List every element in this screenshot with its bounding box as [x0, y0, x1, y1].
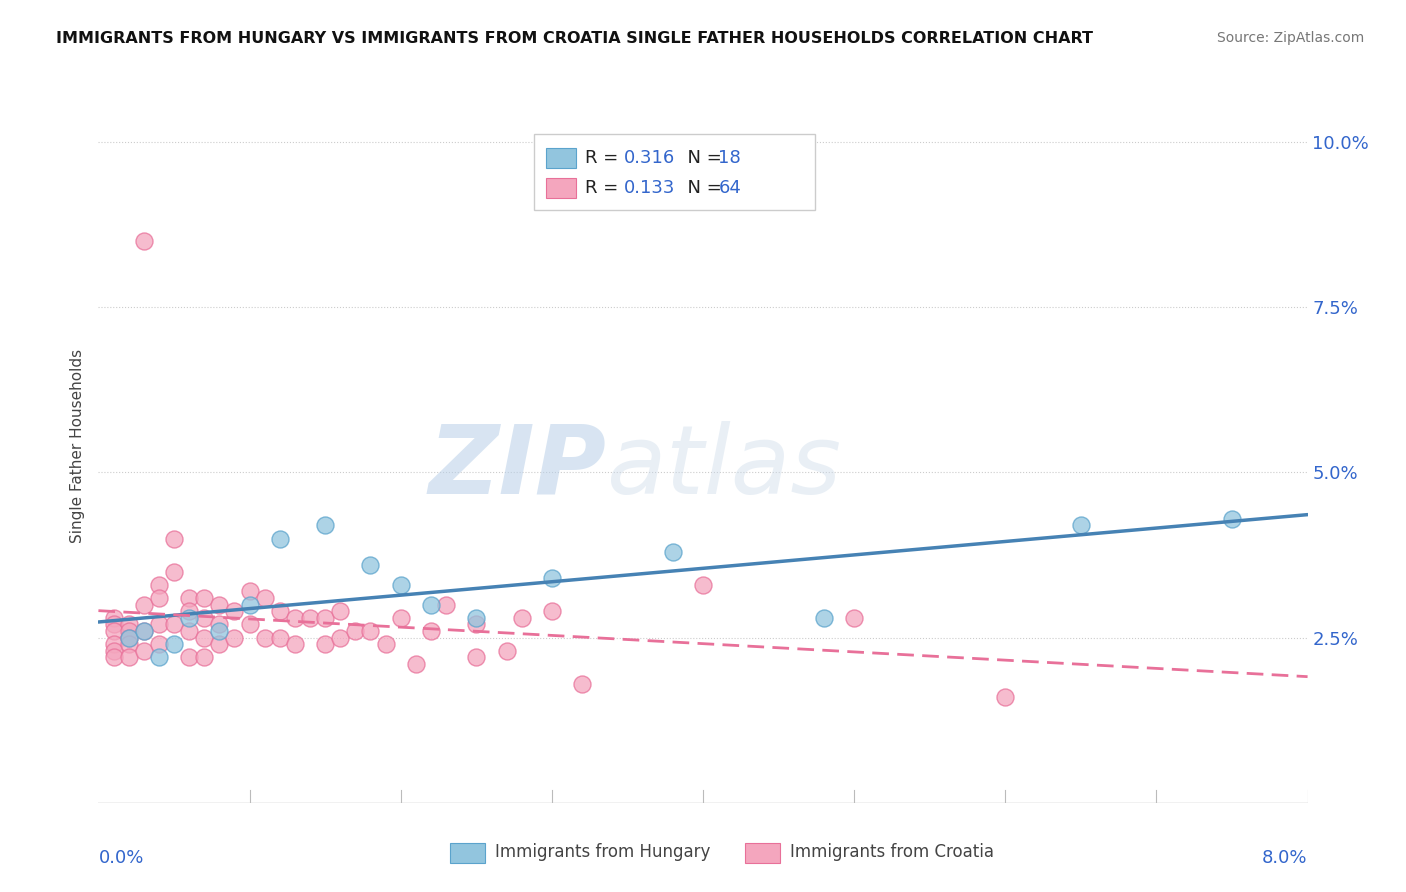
Point: [179, 650, 201, 665]
Point: [495, 644, 517, 658]
Text: IMMIGRANTS FROM HUNGARY VS IMMIGRANTS FROM CROATIA SINGLE FATHER HOUSEHOLDS CORR: IMMIGRANTS FROM HUNGARY VS IMMIGRANTS FR…: [56, 31, 1094, 46]
Point: [163, 565, 186, 579]
Point: [148, 591, 170, 605]
Point: [103, 624, 125, 638]
Text: 8.0%: 8.0%: [1263, 849, 1308, 867]
Point: [269, 532, 291, 546]
Point: [329, 631, 352, 645]
Point: [374, 637, 396, 651]
Point: [813, 611, 835, 625]
Point: [269, 604, 291, 618]
Point: [208, 637, 231, 651]
Point: [314, 518, 336, 533]
Point: [118, 624, 141, 638]
Point: [510, 611, 533, 625]
Point: [163, 532, 186, 546]
Point: [208, 617, 231, 632]
Point: [103, 637, 125, 651]
Point: [163, 637, 186, 651]
Point: [239, 598, 262, 612]
Text: 0.0%: 0.0%: [98, 849, 143, 867]
Point: [208, 624, 231, 638]
Text: ZIP: ZIP: [429, 421, 606, 514]
Point: [163, 617, 186, 632]
Point: [662, 545, 685, 559]
Point: [179, 624, 201, 638]
Point: [541, 604, 564, 618]
Point: [465, 650, 488, 665]
Point: [465, 611, 488, 625]
Point: [239, 617, 262, 632]
Point: [148, 637, 170, 651]
Point: [239, 584, 262, 599]
Point: [541, 571, 564, 585]
Point: [132, 598, 155, 612]
Text: N =: N =: [676, 149, 728, 167]
Point: [224, 604, 246, 618]
Point: [314, 637, 336, 651]
Point: [179, 591, 201, 605]
Point: [405, 657, 427, 671]
Point: [329, 604, 352, 618]
Point: [1220, 511, 1243, 525]
Text: R =: R =: [585, 149, 624, 167]
Point: [434, 598, 457, 612]
Point: [389, 611, 412, 625]
Point: [299, 611, 322, 625]
Point: [420, 598, 443, 612]
Point: [692, 578, 714, 592]
Point: [465, 617, 488, 632]
Text: atlas: atlas: [606, 421, 841, 514]
Point: [118, 617, 141, 632]
Point: [844, 611, 866, 625]
Point: [148, 650, 170, 665]
Point: [193, 591, 215, 605]
Point: [132, 624, 155, 638]
Point: [132, 624, 155, 638]
Point: [360, 558, 382, 572]
Text: R =: R =: [585, 179, 624, 197]
Text: N =: N =: [676, 179, 728, 197]
Text: 0.316: 0.316: [624, 149, 675, 167]
Point: [1070, 518, 1092, 533]
Point: [284, 611, 307, 625]
Point: [179, 604, 201, 618]
Text: 64: 64: [718, 179, 741, 197]
Point: [193, 650, 215, 665]
Point: [179, 611, 201, 625]
Point: [118, 650, 141, 665]
Point: [103, 611, 125, 625]
Point: [253, 631, 276, 645]
Point: [132, 644, 155, 658]
Point: [103, 617, 125, 632]
Point: [253, 591, 276, 605]
Text: Source: ZipAtlas.com: Source: ZipAtlas.com: [1216, 31, 1364, 45]
Point: [208, 598, 231, 612]
Point: [571, 677, 593, 691]
Point: [132, 234, 155, 248]
Point: [994, 690, 1017, 704]
Point: [193, 631, 215, 645]
Point: [148, 578, 170, 592]
Text: 18: 18: [718, 149, 741, 167]
Point: [284, 637, 307, 651]
Point: [118, 631, 141, 645]
Text: 0.133: 0.133: [624, 179, 676, 197]
Point: [344, 624, 367, 638]
Text: Immigrants from Hungary: Immigrants from Hungary: [495, 843, 710, 861]
Point: [118, 631, 141, 645]
Point: [420, 624, 443, 638]
Point: [103, 644, 125, 658]
Point: [269, 631, 291, 645]
Point: [389, 578, 412, 592]
Point: [360, 624, 382, 638]
Point: [148, 617, 170, 632]
Point: [118, 637, 141, 651]
Text: Immigrants from Croatia: Immigrants from Croatia: [790, 843, 994, 861]
Point: [193, 611, 215, 625]
Y-axis label: Single Father Households: Single Father Households: [70, 349, 86, 543]
Point: [224, 631, 246, 645]
Point: [103, 650, 125, 665]
Point: [314, 611, 336, 625]
